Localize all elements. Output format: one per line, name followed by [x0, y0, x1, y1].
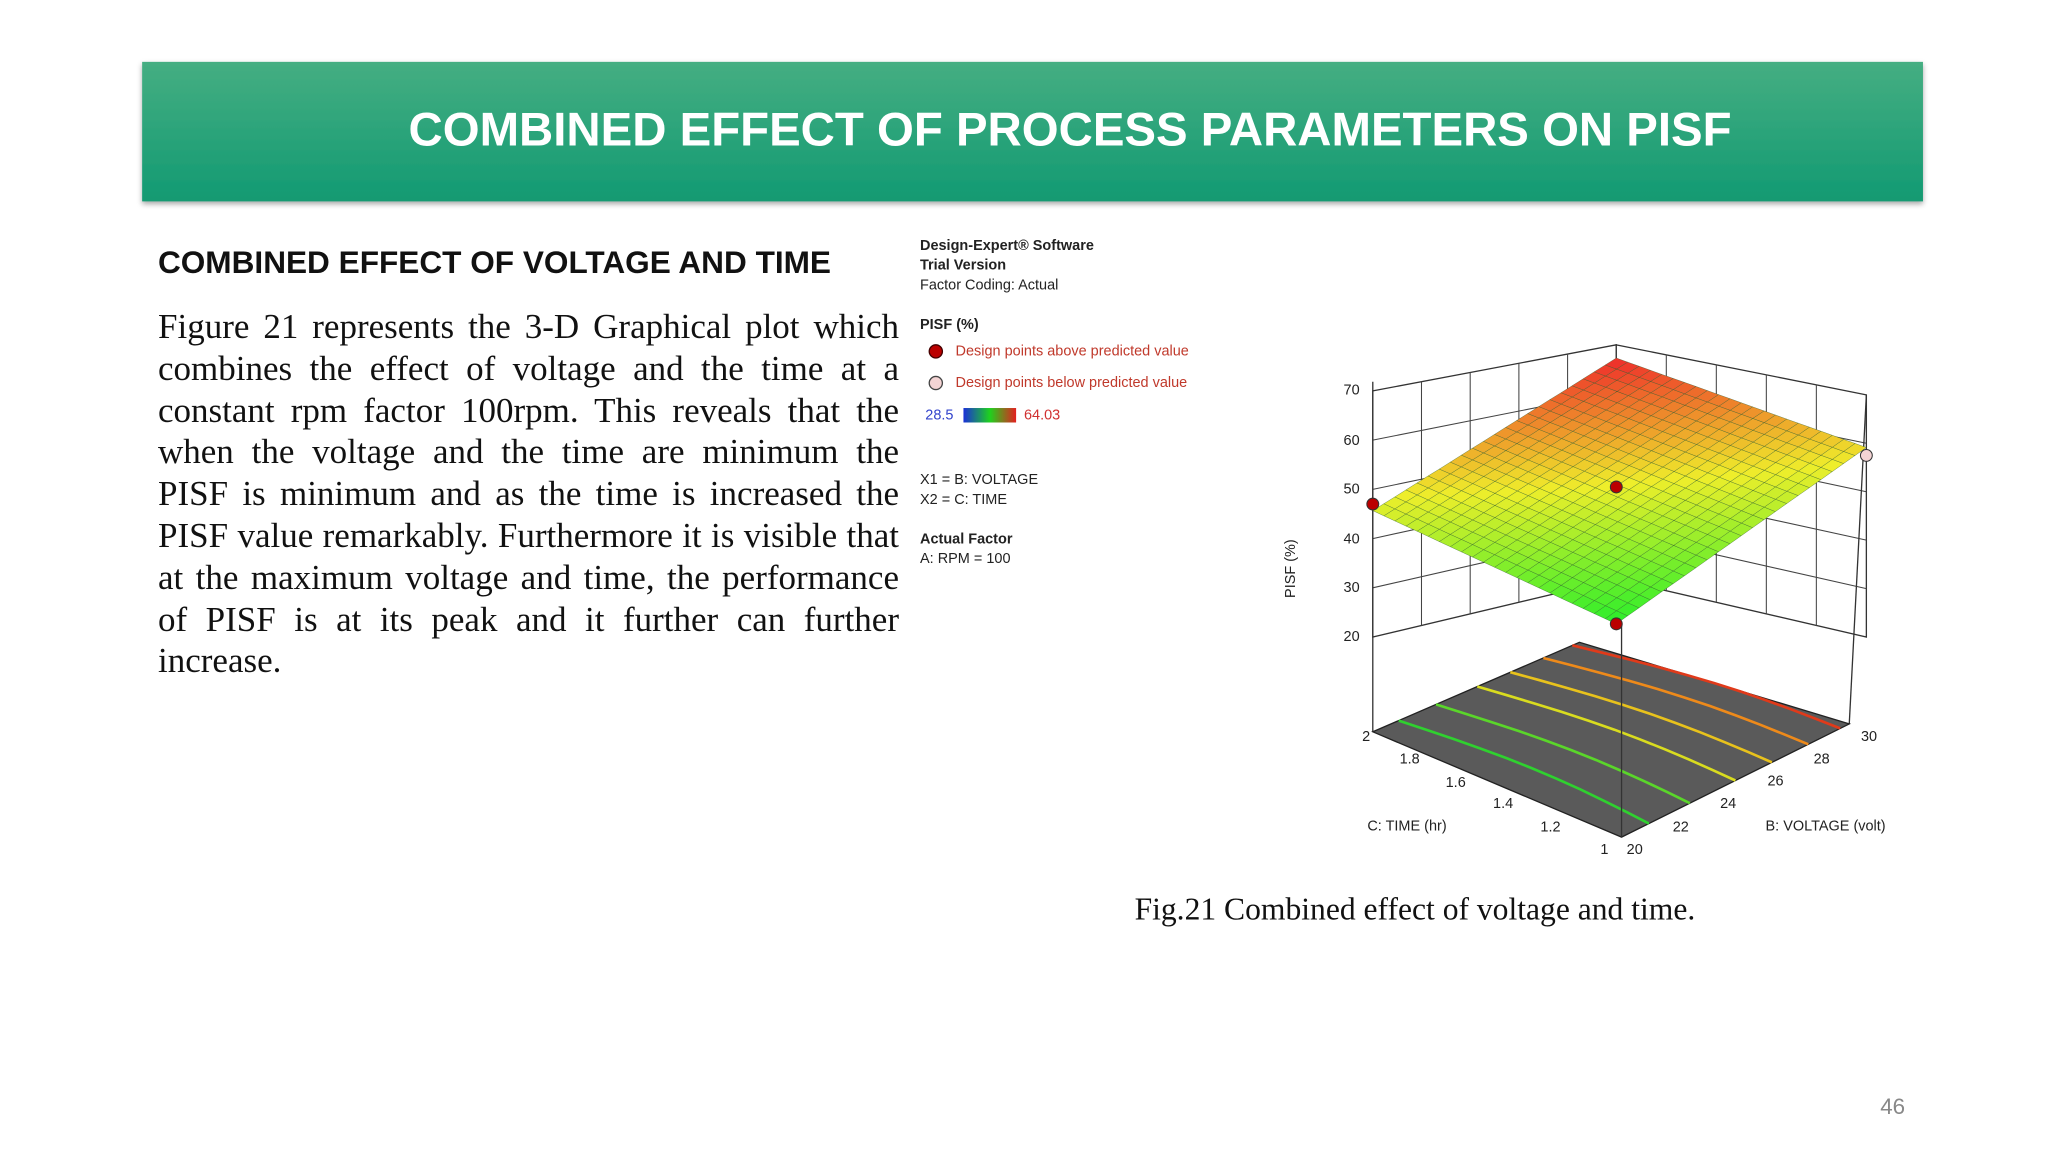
- color-max: 64.03: [1024, 408, 1060, 424]
- z-tick-label: 50: [1344, 481, 1360, 497]
- contour: [1509, 670, 1773, 764]
- paragraph: Figure 21 represents the 3-D Graphical p…: [158, 307, 899, 681]
- caption: Fig.21 Combined effect of voltage and ti…: [1135, 891, 1696, 926]
- legend: Design-Expert® Software Trial Version Fa…: [920, 238, 1189, 567]
- contour: [1543, 656, 1809, 746]
- voltage-label: B: VOLTAGE (volt): [1766, 818, 1886, 834]
- contour: [1435, 703, 1691, 805]
- floor: [1371, 641, 1852, 838]
- voltage-tick-label: 24: [1720, 796, 1736, 812]
- time-tick-label: 1.4: [1493, 796, 1513, 812]
- page-number: 46: [1880, 1094, 1905, 1119]
- legend-actual: Actual Factor: [920, 531, 1013, 547]
- voltage-tick-label: 26: [1768, 774, 1784, 790]
- z-label: PISF (%): [1283, 539, 1299, 598]
- z-tick-label: 60: [1344, 433, 1360, 449]
- contour: [1398, 719, 1650, 825]
- legend-coding: Factor Coding: Actual: [920, 277, 1058, 293]
- legend-below: Design points below predicted value: [956, 375, 1188, 391]
- z-tick-label: 20: [1344, 629, 1360, 645]
- design-point: [1609, 480, 1623, 494]
- legend-software: Design-Expert® Software: [920, 238, 1094, 254]
- time-label: C: TIME (hr): [1367, 818, 1446, 834]
- surface-cell: [1604, 357, 1629, 370]
- surface-plot: PISF (%) 70 60 50 40 30 20 2 1.8 1.6 1.4 1.2 1 20 22 24…: [1283, 344, 1886, 858]
- legend-x1: X1 = B: VOLTAGE: [920, 472, 1038, 488]
- header-bar: [142, 61, 1923, 202]
- heading: COMBINED EFFECT OF VOLTAGE AND TIME: [158, 244, 831, 280]
- time-tick-label: 2: [1362, 729, 1370, 745]
- title: COMBINED EFFECT OF PROCESS PARAMETERS ON…: [409, 103, 1732, 156]
- time-tick-label: 1.8: [1400, 751, 1420, 767]
- time-tick-label: 1.6: [1446, 775, 1466, 791]
- design-point: [1366, 497, 1380, 511]
- design-point: [1609, 617, 1623, 631]
- z-tick-label: 30: [1344, 580, 1360, 596]
- voltage-tick-label: 20: [1627, 842, 1643, 858]
- contour: [1476, 685, 1736, 782]
- voltage-tick-label: 28: [1814, 751, 1830, 767]
- time-tick-label: 1.2: [1540, 820, 1560, 836]
- legend-version: Trial Version: [920, 258, 1006, 274]
- z-tick-label: 40: [1344, 531, 1360, 547]
- legend-above: Design points above predicted value: [956, 343, 1189, 359]
- design-point: [1859, 448, 1873, 462]
- legend-rpm: A: RPM = 100: [920, 551, 1010, 567]
- color-min: 28.5: [925, 408, 953, 424]
- color-bar: [963, 408, 1017, 423]
- legend-response: PISF (%): [920, 317, 979, 333]
- marker-below: [928, 375, 944, 391]
- time-tick-label: 1: [1600, 842, 1608, 858]
- legend-x2: X2 = C: TIME: [920, 492, 1007, 508]
- voltage-tick-label: 30: [1861, 729, 1877, 745]
- marker-above: [928, 344, 944, 359]
- z-tick-label: 70: [1344, 383, 1360, 399]
- voltage-tick-label: 22: [1673, 820, 1689, 836]
